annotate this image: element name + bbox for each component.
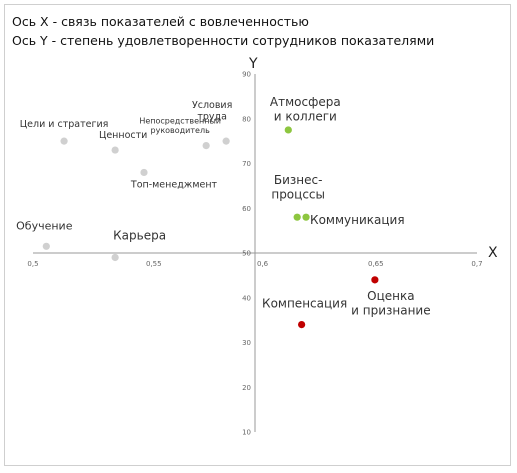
y-axis-description: Ось Y - степень удовлетворенности сотруд…	[12, 33, 435, 48]
y-tick-label: 90	[242, 71, 251, 79]
data-point	[42, 242, 50, 250]
x-tick-label: 0,65	[368, 260, 384, 268]
point-label: Условия труда	[192, 100, 232, 122]
data-point	[293, 213, 301, 221]
point-label: Компенсация	[262, 297, 347, 311]
data-point	[111, 146, 119, 154]
point-label: Цели и стратегия	[20, 119, 109, 130]
data-point	[371, 276, 379, 284]
x-tick-label: 0,7	[471, 260, 482, 268]
point-label: Атмосфера и коллеги	[270, 95, 341, 123]
y-tick-label: 60	[242, 205, 251, 213]
point-label: Коммуникация	[310, 213, 405, 227]
point-label: Обучение	[16, 219, 73, 232]
x-axis-label: X	[488, 245, 498, 261]
data-point	[111, 253, 119, 262]
y-tick-label: 40	[242, 294, 251, 302]
x-tick-label: 0,55	[146, 260, 162, 268]
data-point	[222, 137, 230, 145]
y-tick-label: 20	[242, 384, 251, 392]
point-label: Непосредственный руководитель	[139, 117, 221, 136]
chart-frame	[4, 4, 511, 466]
data-point	[60, 137, 68, 145]
y-tick-label: 50	[242, 250, 251, 258]
y-axis-label: Y	[248, 56, 258, 72]
y-tick-label: 70	[242, 160, 251, 168]
y-tick-label: 80	[242, 115, 251, 123]
data-point	[298, 321, 306, 329]
data-point	[140, 168, 148, 177]
data-point	[284, 126, 292, 134]
point-label: Оценка и признание	[351, 289, 430, 317]
x-tick-label: 0,6	[257, 260, 269, 268]
x-axis-description: Ось X - связь показателей с вовлеченност…	[12, 14, 309, 29]
data-point	[302, 213, 310, 221]
point-label: Топ-менеджмент	[130, 179, 218, 190]
point-label: Карьера	[113, 228, 166, 242]
point-label: Бизнес-процссы	[271, 173, 325, 201]
x-tick-label: 0,5	[27, 260, 38, 268]
y-tick-label: 30	[242, 339, 251, 347]
data-point	[202, 142, 210, 150]
point-label: Ценности	[99, 130, 147, 141]
y-tick-label: 10	[242, 429, 251, 437]
